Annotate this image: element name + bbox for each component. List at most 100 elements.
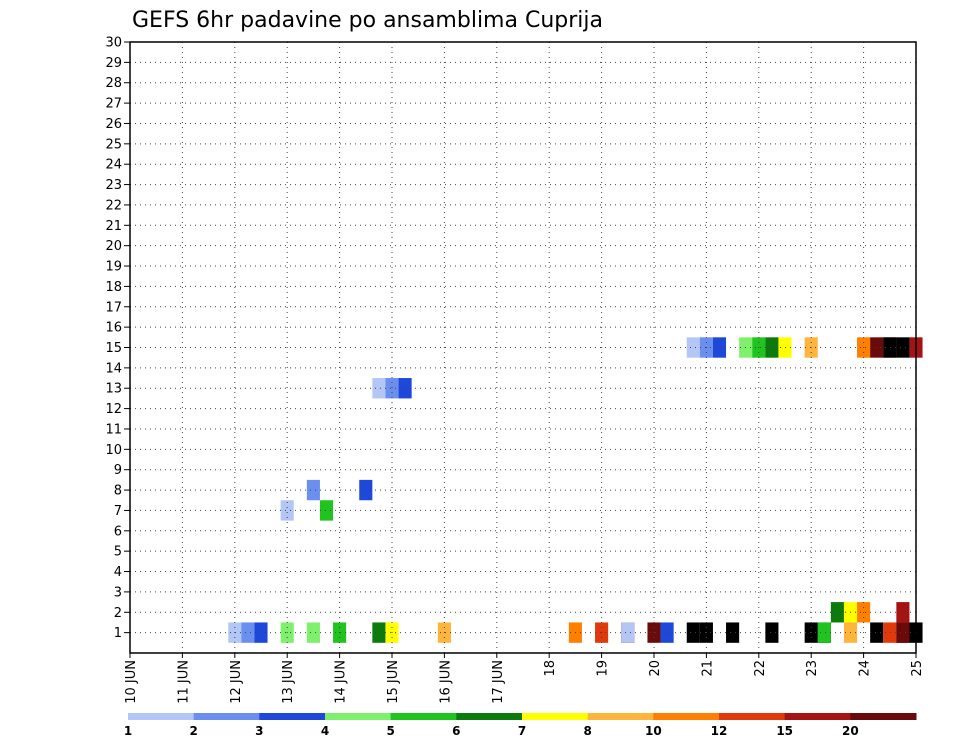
x-tick-label: 17 JUN bbox=[491, 660, 506, 704]
legend-label: 10 bbox=[645, 724, 662, 738]
colorbar-legend: 1 2 3 4 5 6 7 8 10 12 15 20 bbox=[124, 713, 917, 738]
y-tick-label: 9 bbox=[114, 463, 122, 478]
legend-color-swatch bbox=[325, 713, 392, 720]
x-tick-label: 19 bbox=[596, 660, 611, 677]
y-tick-label: 11 bbox=[105, 422, 122, 437]
heatmap-cell bbox=[765, 337, 779, 358]
heatmap-cell bbox=[686, 622, 700, 643]
x-tick-label: 13 JUN bbox=[281, 660, 296, 704]
legend-label: 6 bbox=[452, 724, 460, 738]
y-tick-label: 25 bbox=[105, 137, 122, 152]
heatmap-cell bbox=[883, 622, 897, 643]
legend-label: 5 bbox=[386, 724, 394, 738]
x-tick-label: 25 bbox=[910, 660, 925, 677]
y-tick-label: 1 bbox=[114, 626, 122, 641]
y-tick-label: 16 bbox=[105, 321, 122, 336]
legend-color-swatch bbox=[390, 713, 457, 720]
y-tick-label: 23 bbox=[105, 178, 122, 193]
y-tick-label: 30 bbox=[105, 36, 122, 51]
y-tick-label: 21 bbox=[105, 219, 122, 234]
heatmap-cell bbox=[896, 602, 910, 623]
heatmap-cell bbox=[306, 479, 320, 501]
x-tick-label: 20 bbox=[648, 660, 663, 677]
y-tick-label: 12 bbox=[105, 402, 122, 417]
y-tick-label: 3 bbox=[114, 585, 122, 600]
heatmap-cell bbox=[883, 337, 897, 358]
heatmap-cell bbox=[306, 622, 320, 643]
legend-label: 2 bbox=[189, 724, 197, 738]
y-tick-label: 6 bbox=[114, 524, 122, 539]
y-tick-label: 2 bbox=[114, 606, 122, 621]
x-axis: 10 JUN 11 JUN 12 JUN 13 JUN 14 JUN 15 JUN 16 J… bbox=[124, 653, 925, 704]
x-tick-label: 18 bbox=[543, 660, 558, 677]
legend-color-swatch bbox=[522, 713, 589, 720]
heatmap-cell bbox=[817, 622, 831, 643]
y-tick-label: 26 bbox=[105, 117, 122, 132]
y-tick-label: 8 bbox=[114, 484, 122, 499]
grid-lines bbox=[130, 42, 916, 653]
legend-color-swatch bbox=[719, 713, 786, 720]
legend-label: 12 bbox=[711, 724, 728, 738]
x-tick-label: 21 bbox=[700, 660, 715, 677]
y-tick-label: 13 bbox=[105, 382, 122, 397]
y-tick-label: 15 bbox=[105, 341, 122, 356]
y-tick-label: 5 bbox=[114, 545, 122, 560]
heatmap-cell bbox=[660, 622, 674, 643]
heatmap-cell bbox=[765, 622, 779, 643]
x-tick-label: 16 JUN bbox=[438, 660, 453, 704]
y-tick-label: 10 bbox=[105, 443, 122, 458]
heatmap-cell bbox=[686, 337, 700, 358]
x-tick-label: 22 bbox=[753, 660, 768, 677]
chart-title: GEFS 6hr padavine po ansamblima Cuprija bbox=[132, 8, 603, 33]
legend-color-swatch bbox=[193, 713, 260, 720]
y-tick-label: 22 bbox=[105, 198, 122, 213]
legend-label: 8 bbox=[583, 724, 591, 738]
legend-label: 1 bbox=[124, 724, 132, 738]
legend-label: 3 bbox=[255, 724, 263, 738]
x-tick-label: 10 JUN bbox=[124, 660, 139, 704]
y-tick-label: 17 bbox=[105, 300, 122, 315]
y-tick-label: 7 bbox=[114, 504, 122, 519]
heatmap-cell bbox=[870, 337, 884, 358]
heatmap-cell bbox=[726, 622, 740, 643]
heatmap-cell bbox=[280, 500, 294, 521]
legend-color-swatch bbox=[653, 713, 720, 720]
heatmap-cell bbox=[896, 337, 910, 358]
legend-color-swatch bbox=[456, 713, 523, 720]
heatmap-cell bbox=[385, 378, 399, 399]
legend-color-swatch bbox=[259, 713, 326, 720]
x-tick-label: 14 JUN bbox=[334, 660, 349, 704]
y-tick-label: 14 bbox=[105, 361, 122, 376]
heatmap-cell bbox=[830, 602, 844, 623]
x-tick-label: 24 bbox=[858, 660, 873, 677]
y-tick-label: 19 bbox=[105, 260, 122, 275]
legend-color-swatch bbox=[128, 713, 195, 720]
x-tick-label: 12 JUN bbox=[229, 660, 244, 704]
y-tick-label: 20 bbox=[105, 239, 122, 254]
legend-label: 4 bbox=[321, 724, 329, 738]
heatmap-cell bbox=[870, 622, 884, 643]
y-tick-label: 18 bbox=[105, 280, 122, 295]
x-tick-label: 23 bbox=[805, 660, 820, 677]
heatmap-cell bbox=[372, 622, 386, 643]
legend-label: 15 bbox=[776, 724, 793, 738]
x-tick-label: 11 JUN bbox=[176, 660, 191, 704]
y-tick-label: 28 bbox=[105, 76, 122, 91]
y-tick-label: 4 bbox=[114, 565, 122, 580]
heatmap-cell bbox=[319, 500, 334, 521]
heatmap-cell bbox=[896, 622, 910, 643]
y-tick-label: 24 bbox=[105, 158, 122, 173]
heatmap-cell bbox=[712, 337, 727, 358]
y-tick-label: 29 bbox=[105, 56, 122, 71]
heatmap-cell bbox=[621, 622, 635, 643]
plot-frame bbox=[129, 41, 917, 654]
y-tick-label: 27 bbox=[105, 97, 122, 112]
legend-color-swatch bbox=[784, 713, 851, 720]
legend-label: 20 bbox=[842, 724, 859, 738]
y-axis: 1234567891011121314151617181920212223242… bbox=[105, 36, 130, 641]
heatmap-cell bbox=[241, 622, 255, 643]
legend-label: 7 bbox=[518, 724, 526, 738]
x-tick-label: 15 JUN bbox=[386, 660, 401, 704]
heatmap-cell bbox=[372, 378, 386, 399]
